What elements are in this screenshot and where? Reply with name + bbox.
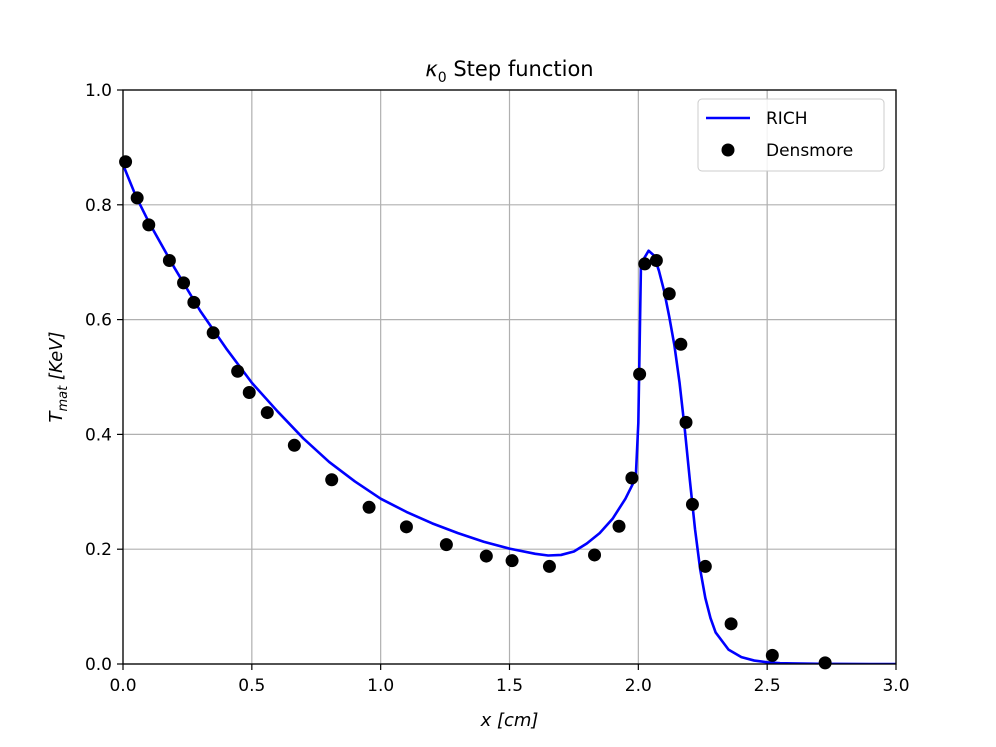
y-tick-label: 1.0	[85, 81, 112, 101]
data-point-densmore	[187, 295, 201, 309]
data-point-densmore	[130, 191, 144, 205]
data-point-densmore	[612, 519, 626, 533]
series-line-rich	[123, 164, 896, 664]
x-tick-label: 0.0	[109, 676, 136, 696]
legend-swatch-densmore	[721, 143, 735, 157]
data-point-densmore	[399, 520, 413, 534]
data-point-densmore	[231, 364, 245, 378]
y-axis-sub: mat	[56, 385, 71, 412]
y-tick-label: 0.4	[85, 425, 112, 445]
title-kappa: κ	[425, 57, 438, 81]
x-tick-label: 0.5	[238, 676, 265, 696]
data-point-densmore	[505, 554, 519, 568]
series-layer	[119, 155, 896, 670]
title-rest: Step function	[447, 57, 594, 81]
data-point-densmore	[362, 500, 376, 514]
x-axis-unit: [cm]	[491, 710, 538, 731]
data-point-densmore	[662, 287, 676, 301]
x-tick-label: 1.0	[367, 676, 394, 696]
x-tick-label: 2.0	[625, 676, 652, 696]
data-point-densmore	[162, 253, 176, 267]
data-point-densmore	[142, 218, 156, 232]
x-tick-label: 3.0	[882, 676, 909, 696]
data-point-densmore	[765, 648, 779, 662]
data-point-densmore	[818, 656, 832, 670]
y-axis-var: T	[46, 410, 67, 423]
legend: RICH Densmore	[697, 98, 885, 172]
data-point-densmore	[479, 549, 493, 563]
data-point-densmore	[674, 337, 688, 351]
data-point-densmore	[724, 617, 738, 631]
data-point-densmore	[679, 415, 693, 429]
y-tick-label: 0.0	[85, 655, 112, 675]
data-point-densmore	[439, 538, 453, 552]
y-tick-label: 0.8	[85, 196, 112, 216]
data-point-densmore	[698, 559, 712, 573]
data-point-densmore	[206, 326, 220, 340]
x-axis-label: x [cm]	[480, 710, 539, 731]
data-point-densmore	[649, 253, 663, 267]
y-tick-label: 0.2	[85, 540, 112, 560]
data-point-densmore	[633, 367, 647, 381]
data-point-densmore	[119, 155, 133, 169]
data-point-densmore	[625, 471, 639, 485]
data-point-densmore	[325, 473, 339, 487]
legend-label-rich: RICH	[766, 109, 807, 129]
data-point-densmore	[177, 276, 191, 290]
data-point-densmore	[260, 406, 274, 420]
x-tick-label: 1.5	[496, 676, 523, 696]
ticks: 0.0 0.5 1.0 1.5 2.0 2.5 3.0 0.0 0.2 0.4 0.6 0.8 1.0	[85, 81, 910, 696]
data-point-densmore	[588, 548, 602, 562]
x-axis-var: x	[480, 710, 492, 731]
x-tick-label: 2.5	[754, 676, 781, 696]
data-point-densmore	[242, 385, 256, 399]
data-point-densmore	[542, 559, 556, 573]
y-axis-unit: [KeV]	[46, 331, 67, 385]
legend-label-densmore: Densmore	[766, 141, 853, 161]
y-tick-label: 0.6	[85, 311, 112, 331]
y-axis-label: Tmat [KeV]	[46, 331, 71, 422]
title-subscript: 0	[438, 70, 447, 86]
chart-title: κ0 Step function	[425, 57, 593, 86]
data-point-densmore	[287, 438, 301, 452]
data-point-densmore	[638, 257, 652, 271]
data-point-densmore	[685, 497, 699, 511]
